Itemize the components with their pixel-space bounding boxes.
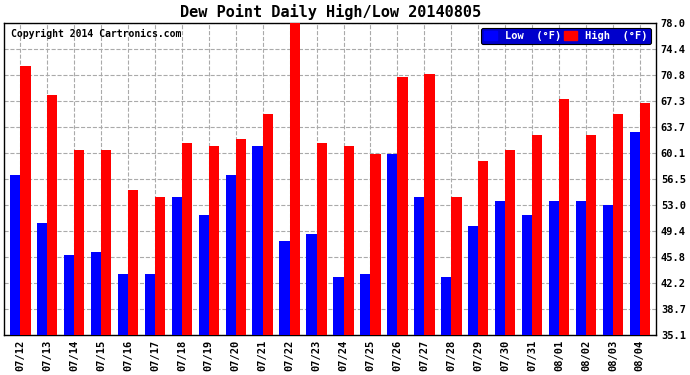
Bar <box>344 146 354 335</box>
Bar <box>172 197 182 335</box>
Bar <box>478 161 489 335</box>
Bar <box>586 135 596 335</box>
Bar <box>602 204 613 335</box>
Bar <box>640 103 650 335</box>
Bar <box>47 96 57 335</box>
Bar <box>253 146 263 335</box>
Bar <box>559 99 569 335</box>
Bar <box>182 143 193 335</box>
Bar <box>236 139 246 335</box>
Bar <box>209 146 219 335</box>
Bar <box>360 274 371 335</box>
Bar <box>75 150 84 335</box>
Bar <box>263 114 273 335</box>
Bar <box>371 154 381 335</box>
Bar <box>199 216 209 335</box>
Bar <box>414 197 424 335</box>
Bar <box>128 190 138 335</box>
Bar <box>451 197 462 335</box>
Bar <box>549 201 559 335</box>
Text: Copyright 2014 Cartronics.com: Copyright 2014 Cartronics.com <box>10 29 181 39</box>
Bar <box>522 216 532 335</box>
Legend: Low  (°F), High  (°F): Low (°F), High (°F) <box>481 28 651 44</box>
Bar <box>468 226 478 335</box>
Bar <box>317 143 327 335</box>
Bar <box>279 241 290 335</box>
Bar <box>306 234 317 335</box>
Bar <box>118 274 128 335</box>
Bar <box>20 66 30 335</box>
Bar <box>101 150 111 335</box>
Bar <box>10 176 20 335</box>
Bar <box>495 201 505 335</box>
Bar <box>290 23 300 335</box>
Bar <box>575 201 586 335</box>
Bar <box>424 74 435 335</box>
Bar <box>629 132 640 335</box>
Bar <box>441 277 451 335</box>
Bar <box>155 197 165 335</box>
Bar <box>613 114 623 335</box>
Bar <box>532 135 542 335</box>
Bar <box>387 154 397 335</box>
Title: Dew Point Daily High/Low 20140805: Dew Point Daily High/Low 20140805 <box>179 4 481 20</box>
Bar <box>145 274 155 335</box>
Bar <box>333 277 344 335</box>
Bar <box>37 223 47 335</box>
Bar <box>397 77 408 335</box>
Bar <box>505 150 515 335</box>
Bar <box>226 176 236 335</box>
Bar <box>64 255 75 335</box>
Bar <box>91 252 101 335</box>
